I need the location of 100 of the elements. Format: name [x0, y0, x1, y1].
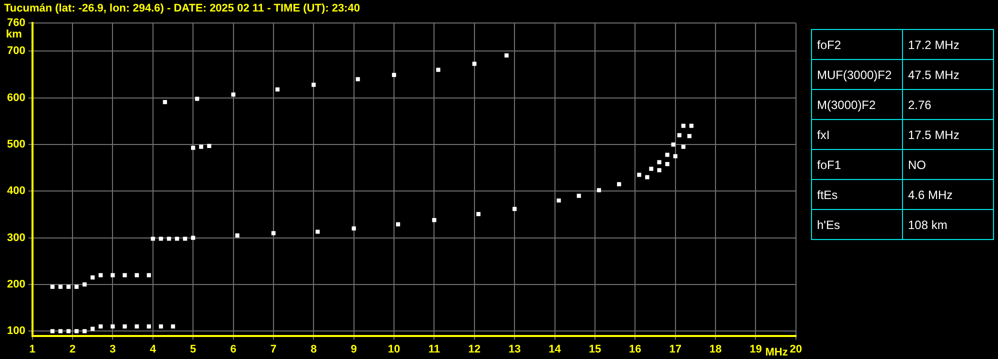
text: ftEs: [812, 180, 902, 210]
point: [122, 324, 127, 329]
point: [170, 324, 176, 329]
point: [174, 236, 180, 241]
point: [677, 133, 682, 138]
point: [134, 324, 139, 329]
point: [689, 124, 694, 128]
point: [50, 284, 54, 289]
point: [637, 172, 642, 177]
x-tick-label: 15: [588, 343, 602, 356]
point: [657, 168, 662, 172]
point: [504, 53, 509, 58]
x-tick-label: 5: [190, 343, 196, 356]
x-tick-label: 1: [29, 343, 36, 356]
point: [82, 329, 87, 334]
text: foF2: [812, 30, 902, 60]
point: [356, 77, 360, 82]
point: [235, 233, 240, 238]
point: [207, 144, 212, 148]
point: [645, 175, 650, 180]
point: [166, 236, 172, 241]
point: [476, 212, 480, 216]
point: [50, 329, 54, 334]
point: [58, 284, 63, 289]
point: [146, 273, 151, 278]
point: [316, 230, 320, 234]
point: [432, 218, 436, 222]
text: 108 km: [902, 210, 994, 240]
point: [275, 87, 280, 92]
x-tick-label: 20: [790, 343, 802, 356]
point: [681, 144, 686, 149]
point: [98, 324, 103, 329]
point: [271, 231, 276, 236]
point: [134, 273, 139, 278]
point: [665, 152, 670, 157]
point: [512, 206, 517, 211]
y-tick-label: 760: [6, 17, 26, 30]
y-tick-label: 200: [6, 278, 26, 291]
x-tick-label: 16: [629, 343, 642, 356]
point: [191, 236, 196, 240]
point: [191, 146, 196, 150]
point: [596, 188, 602, 192]
point: [665, 162, 670, 166]
chart-title: Tucumán (lat: -26.9, lon: 294.6) - DATE: 2025 02 11 - TIME (UT): 23:40: [4, 2, 360, 15]
point: [66, 329, 71, 334]
point: [396, 222, 400, 226]
y-tick-label: 600: [6, 92, 26, 104]
point: [681, 124, 686, 128]
point: [58, 329, 63, 334]
point: [74, 284, 79, 289]
x-tick-label: 3: [110, 343, 116, 356]
point: [146, 324, 151, 329]
y-tick-label: 100: [6, 325, 26, 338]
text: NO: [902, 150, 994, 180]
point: [66, 284, 71, 289]
point: [671, 142, 676, 147]
x-axis-title: MHz: [765, 346, 788, 359]
point: [183, 236, 188, 241]
x-tick-label: 6: [230, 343, 236, 356]
point: [162, 100, 168, 104]
point: [90, 326, 95, 331]
x-tick-label: 18: [709, 343, 722, 356]
x-tick-label: 12: [468, 343, 481, 356]
x-tick-label: 10: [388, 343, 400, 356]
y-tick-label: 300: [6, 232, 26, 244]
point: [122, 273, 127, 278]
point: [90, 275, 95, 280]
x-tick-label: 11: [428, 343, 440, 356]
point: [110, 273, 115, 278]
point: [687, 134, 692, 138]
text: fxI: [812, 120, 902, 150]
x-tick-label: 14: [548, 343, 562, 356]
point: [436, 68, 440, 72]
x-tick-label: 2: [69, 343, 76, 356]
point: [158, 324, 164, 329]
point: [392, 72, 396, 78]
y-tick-label: 700: [6, 45, 26, 58]
point: [195, 96, 200, 101]
x-tick-label: 17: [669, 343, 682, 356]
point: [74, 329, 79, 334]
x-tick-label: 7: [270, 343, 277, 356]
point: [150, 236, 155, 241]
point: [82, 282, 87, 287]
y-axis-title: km: [6, 28, 22, 41]
x-tick-label: 19: [750, 343, 762, 356]
text: M(3000)F2: [812, 90, 902, 120]
x-tick-label: 9: [350, 343, 357, 356]
point: [657, 160, 662, 164]
text: 2.76: [902, 90, 994, 120]
point: [556, 198, 561, 203]
x-tick-label: 13: [508, 343, 521, 356]
text: 4.6 MHz: [902, 180, 994, 210]
point: [98, 273, 103, 278]
point: [199, 144, 204, 149]
text: MUF(3000)F2: [812, 60, 902, 90]
point: [231, 92, 236, 97]
x-tick-label: 8: [310, 343, 317, 356]
point: [617, 182, 622, 186]
point: [673, 154, 678, 158]
point: [649, 166, 654, 171]
